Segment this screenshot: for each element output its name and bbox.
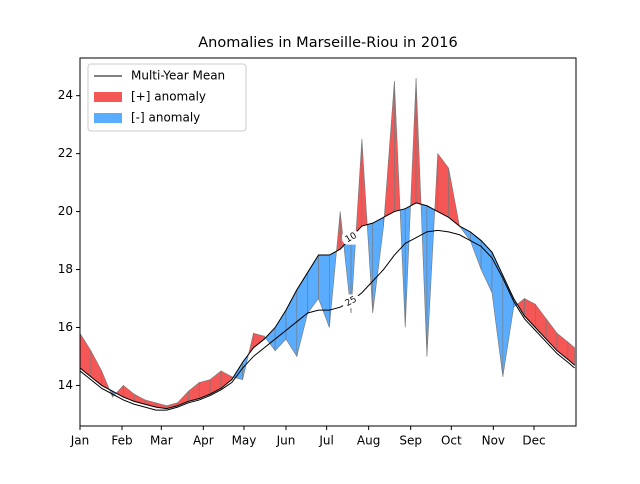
- x-tick-label: May: [232, 434, 257, 448]
- x-tick-label: Sep: [399, 434, 422, 448]
- y-tick-label: 20: [58, 204, 73, 218]
- x-tick-label: Jan: [70, 434, 90, 448]
- x-tick-label: Jun: [276, 434, 296, 448]
- legend-swatch: [94, 113, 122, 123]
- plot-frame: [79, 57, 577, 427]
- legend-label: [+] anomaly: [131, 90, 206, 104]
- x-tick-label: Dec: [522, 434, 545, 448]
- legend-label: [-] anomaly: [131, 111, 200, 125]
- y-tick-label: 14: [58, 378, 73, 392]
- y-tick-label: 16: [58, 320, 73, 334]
- legend-frame: [87, 63, 247, 132]
- legend-swatch: [94, 92, 122, 102]
- legend: Multi-Year Mean [+] anomaly [-] anomaly: [87, 63, 247, 132]
- mean-line: [79, 229, 575, 411]
- x-tick-label: Mar: [150, 434, 173, 448]
- y-tick-label: 22: [58, 146, 73, 160]
- y-tick-label: 18: [58, 262, 73, 276]
- x-tick-label: Jul: [318, 434, 333, 448]
- mean-line: [79, 202, 575, 410]
- legend-label: Multi-Year Mean: [131, 69, 225, 83]
- x-tick-label: Nov: [482, 434, 505, 448]
- x-tick-label: Aug: [357, 434, 380, 448]
- line-label-bg: [342, 230, 361, 245]
- chart-title: Anomalies in Marseille-Riou in 2016: [198, 35, 458, 51]
- line-label: 25: [344, 295, 359, 309]
- x-tick-label: Oct: [441, 434, 462, 448]
- x-tick-label: Apr: [193, 434, 214, 448]
- y-tick-label: 24: [58, 88, 73, 102]
- line-label-bg: [342, 294, 361, 309]
- x-tick-label: Feb: [111, 434, 132, 448]
